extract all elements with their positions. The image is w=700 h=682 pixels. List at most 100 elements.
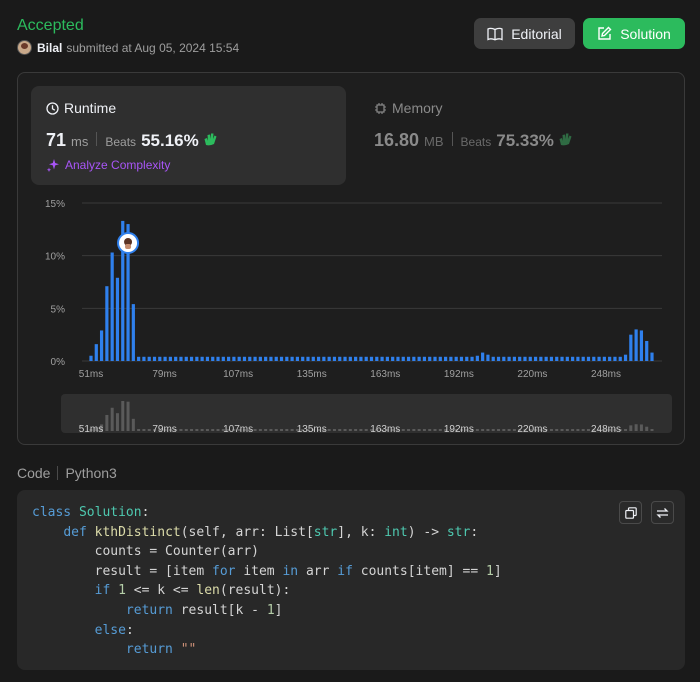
bar [613, 356, 617, 361]
swap-button[interactable] [651, 501, 674, 524]
analyze-complexity-link[interactable]: Analyze Complexity [46, 158, 170, 172]
bar [481, 352, 485, 361]
bar [184, 356, 188, 361]
runtime-unit: ms [71, 134, 89, 149]
mini-bar [396, 429, 400, 431]
bar [412, 356, 416, 361]
runtime-metric: 71 ms Beats 55.16% [46, 130, 219, 151]
mini-bar [502, 429, 506, 431]
mini-bar [343, 429, 347, 431]
y-tick-label: 15% [45, 199, 65, 210]
bar [211, 356, 215, 361]
runtime-beats-label: Beats [105, 135, 137, 149]
submission-status: Accepted [17, 17, 84, 34]
mini-bar [544, 429, 548, 431]
mini-bar [195, 429, 199, 431]
runtime-distribution-chart[interactable]: 15% 10% 5% 0% 51ms 79ms 107ms 135ms 163ms 192ms 22… [18, 73, 686, 446]
mini-bar [211, 429, 215, 431]
code-header: Code Python3 [17, 465, 117, 481]
bar [518, 356, 522, 361]
mini-bar [370, 429, 373, 431]
mini-bar [417, 429, 421, 431]
x-tick-label: 248ms [591, 369, 621, 380]
bar [248, 356, 252, 361]
bar [459, 356, 464, 361]
bar [152, 356, 157, 361]
mini-bar [301, 429, 305, 431]
mini-bar [179, 429, 183, 431]
memory-card[interactable]: Memory 16.80 MB Beats 75.33% [359, 86, 674, 185]
user-avatar[interactable] [17, 40, 32, 55]
code-block[interactable]: class Solution: def kthDistinct(self, ar… [17, 490, 685, 670]
bar [147, 356, 151, 361]
mini-bar [576, 429, 580, 431]
bar [428, 356, 432, 361]
mini-bar [153, 429, 157, 431]
performance-panel: Runtime 71 ms Beats 55.16% Analyze Compl… [17, 72, 685, 445]
bar [465, 356, 469, 361]
bar [602, 356, 606, 361]
mini-bar [248, 429, 252, 431]
mini-bar [327, 429, 331, 431]
x-tick-label: 192ms [444, 369, 474, 380]
mini-bar [137, 429, 141, 431]
submitter-name[interactable]: Bilal [37, 40, 63, 55]
mini-bar [348, 429, 352, 431]
mini-x-tick-label: 51ms [79, 424, 103, 435]
bar [565, 356, 569, 361]
mini-bar [190, 429, 194, 431]
bar [279, 356, 284, 361]
bar [364, 356, 368, 361]
mini-bar [613, 429, 617, 431]
mini-bar [608, 429, 612, 431]
bar [449, 356, 453, 361]
mini-bar [586, 429, 590, 431]
bar [168, 356, 172, 361]
bar [174, 356, 178, 361]
bar [523, 356, 527, 361]
mini-bar [94, 427, 98, 431]
mini-bar [184, 429, 188, 431]
mini-bar [385, 429, 389, 431]
bar [158, 356, 162, 361]
copy-button[interactable] [619, 501, 642, 524]
mini-bar [126, 401, 130, 431]
bar [533, 356, 538, 361]
mini-bar [237, 429, 241, 431]
mini-bar [311, 429, 315, 431]
bar [576, 356, 580, 361]
solution-button[interactable]: Solution [583, 18, 685, 49]
x-tick-label: 135ms [297, 369, 327, 380]
code-content[interactable]: class Solution: def kthDistinct(self, ar… [32, 503, 502, 660]
bar [131, 304, 135, 361]
bar [253, 356, 257, 361]
mini-bar [364, 429, 368, 431]
bar [354, 356, 358, 361]
bar [195, 356, 199, 361]
code-label: Code [17, 465, 51, 481]
book-icon [487, 27, 503, 41]
memory-title: Memory [374, 100, 443, 116]
mini-bar [375, 429, 379, 431]
runtime-card[interactable]: Runtime 71 ms Beats 55.16% Analyze Compl… [31, 86, 346, 185]
bar [586, 356, 591, 361]
bar [650, 352, 654, 361]
code-line: def kthDistinct(self, arr: List[str], k:… [63, 524, 479, 540]
avatar-face [125, 244, 132, 249]
mini-bar [354, 429, 358, 431]
mini-bar [306, 429, 310, 431]
bar [179, 356, 183, 361]
bar [507, 356, 511, 361]
editorial-button[interactable]: Editorial [474, 18, 575, 49]
mini-bar [507, 429, 511, 431]
mini-bar [639, 424, 643, 431]
bar [216, 356, 220, 361]
bar [290, 356, 294, 361]
bar [486, 354, 490, 361]
bar [163, 356, 167, 361]
editorial-label: Editorial [511, 25, 562, 42]
bar [285, 356, 289, 361]
mini-bar [465, 429, 469, 431]
y-tick-label: 0% [51, 357, 66, 368]
bar [629, 334, 633, 361]
